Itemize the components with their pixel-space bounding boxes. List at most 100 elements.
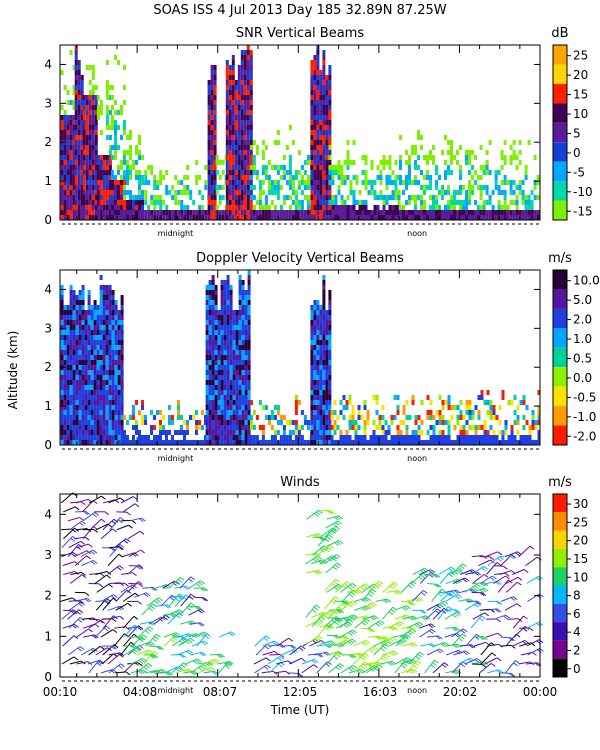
heatmap-cell <box>147 440 150 445</box>
heatmap-cell <box>375 440 379 445</box>
heatmap-cell <box>357 405 361 410</box>
wind-barb <box>185 658 202 665</box>
heatmap-cell <box>364 175 368 180</box>
heatmap-cell <box>258 210 262 215</box>
colorbar-swatch <box>553 548 567 568</box>
heatmap-cell <box>183 185 187 190</box>
heatmap-cell <box>214 310 218 315</box>
heatmap-cell <box>459 210 462 215</box>
heatmap-cell <box>319 310 323 315</box>
heatmap-cell <box>273 430 277 435</box>
heatmap-cell <box>238 305 242 310</box>
heatmap-cell <box>102 360 106 365</box>
heatmap-cell <box>88 170 92 175</box>
heatmap-cell <box>183 420 186 425</box>
heatmap-cell <box>102 295 106 300</box>
heatmap-cell <box>87 345 91 350</box>
heatmap-cell <box>370 165 374 170</box>
heatmap-cell <box>108 285 112 290</box>
heatmap-cell <box>132 205 135 210</box>
wind-barb <box>438 566 456 575</box>
heatmap-cell <box>180 180 184 185</box>
heatmap-cell <box>300 440 304 445</box>
heatmap-cell <box>322 340 326 345</box>
heatmap-cell <box>211 315 215 320</box>
heatmap-cell <box>132 415 135 420</box>
heatmap-cell <box>63 185 67 190</box>
heatmap-cell <box>530 190 534 195</box>
heatmap-cell <box>120 345 124 350</box>
heatmap-cell <box>111 430 115 435</box>
heatmap-cell <box>342 440 346 445</box>
heatmap-cell <box>229 390 233 395</box>
heatmap-cell <box>243 70 247 75</box>
wind-barb <box>505 581 522 593</box>
heatmap-cell <box>267 180 271 185</box>
heatmap-cell <box>153 205 157 210</box>
heatmap-cell <box>214 305 218 310</box>
heatmap-cell <box>435 215 438 220</box>
heatmap-cell <box>218 215 222 220</box>
heatmap-cell <box>223 315 227 320</box>
heatmap-cell <box>141 195 144 200</box>
heatmap-cell <box>223 375 227 380</box>
heatmap-cell <box>231 160 235 165</box>
heatmap-cell <box>255 150 259 155</box>
heatmap-cell <box>316 415 320 420</box>
heatmap-cell <box>78 375 82 380</box>
heatmap-cell <box>249 105 253 110</box>
wind-barb <box>254 635 271 647</box>
heatmap-cell <box>90 420 94 425</box>
heatmap-cell <box>85 135 89 140</box>
heatmap-cell <box>246 210 250 215</box>
heatmap-cell <box>477 185 480 190</box>
heatmap-cell <box>313 110 317 115</box>
heatmap-cell <box>396 430 400 435</box>
heatmap-cell <box>310 175 314 180</box>
heatmap-cell <box>405 440 409 445</box>
heatmap-cell <box>217 350 221 355</box>
wind-barb <box>68 540 86 549</box>
heatmap-cell <box>90 330 94 335</box>
heatmap-cell <box>85 160 89 165</box>
heatmap-cell <box>60 160 64 165</box>
heatmap-cell <box>78 360 82 365</box>
heatmap-cell <box>276 410 280 415</box>
heatmap-cell <box>414 415 418 420</box>
heatmap-cell <box>174 200 178 205</box>
heatmap-cell <box>126 170 129 175</box>
heatmap-cell <box>77 125 81 130</box>
heatmap-cell <box>447 140 450 145</box>
wind-barb <box>480 575 497 584</box>
heatmap-cell <box>247 315 251 320</box>
heatmap-cell <box>108 430 112 435</box>
wind-barb <box>190 663 207 674</box>
heatmap-cell <box>420 185 423 190</box>
heatmap-cell <box>66 120 70 125</box>
heatmap-cell <box>313 95 317 100</box>
heatmap-cell <box>93 345 97 350</box>
heatmap-cell <box>243 75 247 80</box>
heatmap-cell <box>114 370 118 375</box>
heatmap-cell <box>234 115 238 120</box>
heatmap-cell <box>316 110 320 115</box>
heatmap-cell <box>102 430 106 435</box>
heatmap-cell <box>213 95 217 100</box>
heatmap-cell <box>120 395 124 400</box>
heatmap-cell <box>66 125 70 130</box>
heatmap-cell <box>456 190 459 195</box>
heatmap-cell <box>291 190 295 195</box>
heatmap-cell <box>360 435 364 440</box>
heatmap-cell <box>382 155 386 160</box>
heatmap-cell <box>177 400 180 405</box>
heatmap-cell <box>420 170 423 175</box>
heatmap-cell <box>237 185 241 190</box>
heatmap-cell <box>108 360 112 365</box>
heatmap-cell <box>165 190 169 195</box>
heatmap-cell <box>426 215 429 220</box>
heatmap-cell <box>75 355 79 360</box>
heatmap-cell <box>429 215 432 220</box>
heatmap-cell <box>342 435 346 440</box>
heatmap-cell <box>363 420 367 425</box>
heatmap-cell <box>80 100 84 105</box>
